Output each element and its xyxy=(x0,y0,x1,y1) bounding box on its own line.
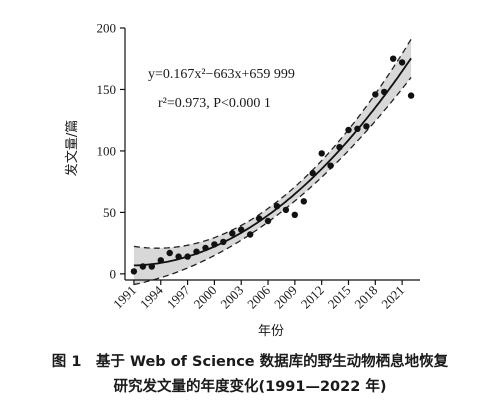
data-point-2022 xyxy=(407,92,415,99)
data-point-2017 xyxy=(363,123,370,130)
figure-caption-line-1: 图 1 基于 Web of Science 数据库的野生动物栖息地恢复 xyxy=(51,354,449,370)
data-point-2014 xyxy=(336,144,343,151)
y-tick-label-50: 50 xyxy=(103,205,116,220)
axes xyxy=(120,27,420,285)
data-point-1991 xyxy=(130,268,138,275)
x-tick-label-2006: 2006 xyxy=(244,282,273,311)
y-tick-label-100: 100 xyxy=(97,143,117,158)
fit-curve xyxy=(133,57,412,267)
upper-confidence-line xyxy=(133,38,412,249)
data-point-1999 xyxy=(202,244,209,252)
data-point-1997 xyxy=(184,253,191,260)
x-tick-label-2003: 2003 xyxy=(217,283,246,312)
data-point-1998 xyxy=(193,248,200,255)
data-point-2002 xyxy=(229,230,236,237)
x-tick-label-2009: 2009 xyxy=(271,283,300,312)
x-tick-label-2018: 2018 xyxy=(351,283,380,312)
data-point-2016 xyxy=(354,125,361,132)
fit-stats: r²=0.973, P<0.000 1 xyxy=(158,96,271,111)
data-point-2004 xyxy=(247,231,254,238)
data-point-1995 xyxy=(166,249,173,257)
data-point-2012 xyxy=(318,150,325,157)
data-point-2013 xyxy=(327,162,334,169)
data-point-2003 xyxy=(238,226,245,233)
y-tick-label-200: 200 xyxy=(97,21,117,36)
data-point-2000 xyxy=(211,241,218,248)
data-point-2005 xyxy=(255,215,263,222)
lower-confidence-line xyxy=(133,76,412,286)
data-point-2021 xyxy=(398,59,406,66)
data-point-1992 xyxy=(139,263,147,270)
data-point-2009 xyxy=(291,211,298,218)
y-tick-label-150: 150 xyxy=(97,82,117,97)
data-point-2011 xyxy=(309,169,316,177)
data-points xyxy=(130,55,415,275)
fit-equation: y=0.167x²−663x+659 999 xyxy=(148,67,295,82)
data-point-2007 xyxy=(273,203,281,210)
chart: 0 50 100 150 200 1991199419972000200320062009… xyxy=(64,21,420,339)
data-point-1993 xyxy=(148,263,155,270)
x-tick-label-1994: 1994 xyxy=(137,282,166,311)
x-tick-label-2015: 2015 xyxy=(325,283,354,312)
y-axis-title: 发文量/篇 xyxy=(64,120,80,176)
data-point-2020 xyxy=(390,55,397,62)
x-tick-label-1991: 1991 xyxy=(110,283,139,312)
data-point-2001 xyxy=(220,238,227,246)
data-point-2019 xyxy=(381,88,388,96)
x-axis-title: 年份 xyxy=(258,324,284,339)
y-tick-label-0: 0 xyxy=(110,266,117,281)
figure-caption-line-2: 研究发文量的年度变化(1991—2022 年) xyxy=(113,379,387,395)
data-point-1994 xyxy=(157,257,164,264)
x-tick-label-2000: 2000 xyxy=(191,283,220,312)
data-point-2010 xyxy=(300,198,307,205)
x-tick-label-1997: 1997 xyxy=(164,282,193,311)
data-point-1996 xyxy=(175,253,182,260)
data-point-2006 xyxy=(264,217,272,225)
x-tick-label-2021: 2021 xyxy=(378,283,407,312)
x-tick-label-2012: 2012 xyxy=(298,283,327,312)
data-point-2008 xyxy=(282,206,290,214)
data-point-2018 xyxy=(372,91,379,98)
data-point-2015 xyxy=(345,126,352,134)
